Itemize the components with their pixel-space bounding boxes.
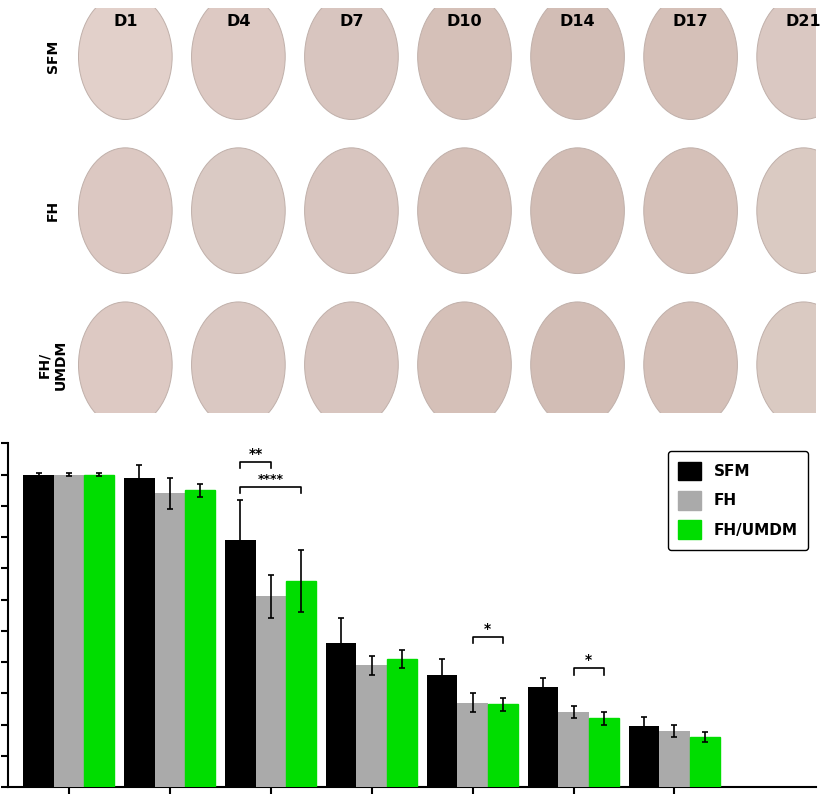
Ellipse shape: [305, 302, 398, 428]
Bar: [528, 687, 559, 787]
Text: D17: D17: [672, 14, 709, 29]
Ellipse shape: [531, 0, 625, 119]
Text: FH: FH: [45, 200, 59, 221]
Bar: [286, 581, 316, 787]
Bar: [155, 494, 185, 787]
Ellipse shape: [305, 0, 398, 119]
Bar: [326, 643, 357, 787]
Text: SFM: SFM: [45, 40, 59, 73]
Bar: [629, 726, 659, 787]
Ellipse shape: [531, 148, 625, 273]
Bar: [457, 703, 488, 787]
Ellipse shape: [191, 0, 285, 119]
Ellipse shape: [756, 148, 824, 273]
Text: *: *: [585, 653, 592, 667]
Ellipse shape: [305, 148, 398, 273]
Bar: [255, 596, 286, 787]
Ellipse shape: [191, 302, 285, 428]
Text: D10: D10: [447, 14, 482, 29]
Ellipse shape: [78, 148, 172, 273]
Bar: [559, 712, 588, 787]
Bar: [225, 541, 255, 787]
Bar: [185, 491, 215, 787]
Bar: [488, 704, 518, 787]
Bar: [690, 737, 720, 787]
Text: D1: D1: [113, 14, 138, 29]
Text: D21: D21: [786, 14, 822, 29]
Bar: [23, 475, 54, 787]
Legend: SFM, FH, FH/UMDM: SFM, FH, FH/UMDM: [667, 451, 808, 550]
Ellipse shape: [644, 302, 737, 428]
Bar: [357, 665, 386, 787]
Bar: [659, 731, 690, 787]
Text: *: *: [485, 622, 491, 635]
Ellipse shape: [644, 0, 737, 119]
Ellipse shape: [418, 148, 512, 273]
Ellipse shape: [756, 302, 824, 428]
Bar: [427, 675, 457, 787]
Text: **: **: [248, 447, 263, 460]
Bar: [124, 478, 155, 787]
Text: D14: D14: [559, 14, 596, 29]
Ellipse shape: [78, 0, 172, 119]
Ellipse shape: [418, 302, 512, 428]
Text: ****: ****: [258, 472, 283, 486]
Ellipse shape: [756, 0, 824, 119]
Text: FH/
UMDM: FH/ UMDM: [38, 339, 68, 390]
Ellipse shape: [191, 148, 285, 273]
Ellipse shape: [78, 302, 172, 428]
Text: D4: D4: [226, 14, 250, 29]
Ellipse shape: [418, 0, 512, 119]
Bar: [54, 475, 84, 787]
Bar: [386, 659, 417, 787]
Ellipse shape: [644, 148, 737, 273]
Bar: [588, 719, 619, 787]
Text: D7: D7: [339, 14, 363, 29]
Bar: [84, 475, 115, 787]
Ellipse shape: [531, 302, 625, 428]
